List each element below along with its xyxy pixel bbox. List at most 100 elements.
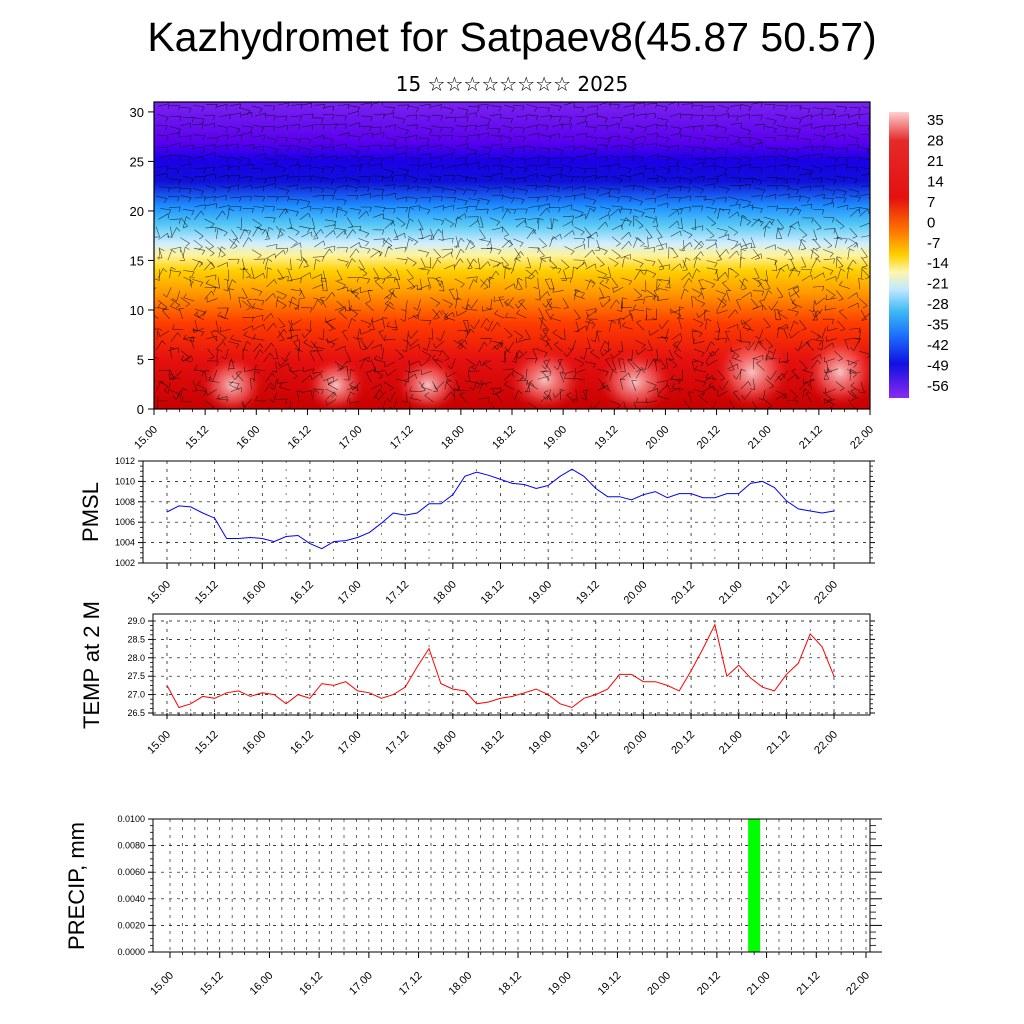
pmsl-x-tick-label: 22.00 bbox=[812, 579, 840, 607]
wind-barb-flag bbox=[383, 132, 385, 138]
wind-barb-flag bbox=[809, 378, 815, 381]
colorbar-label: 35 bbox=[927, 112, 944, 129]
wind-barb bbox=[707, 216, 716, 224]
wind-barb bbox=[242, 341, 248, 352]
wind-barb-flag bbox=[546, 227, 552, 230]
wind-barb bbox=[518, 351, 528, 359]
wind-barb-flag bbox=[400, 318, 406, 322]
wind-barb bbox=[590, 352, 600, 359]
wind-barb bbox=[358, 276, 370, 280]
wind-barb bbox=[467, 321, 470, 333]
wind-barb bbox=[809, 379, 812, 391]
wind-barb-flag bbox=[685, 257, 691, 261]
wind-barb-flag bbox=[535, 298, 541, 301]
wind-barb-flag bbox=[264, 178, 267, 184]
wind-barb bbox=[313, 154, 325, 159]
wind-barb bbox=[154, 356, 159, 360]
wind-barb bbox=[513, 390, 519, 401]
wind-barb-flag bbox=[802, 368, 808, 371]
wind-barb bbox=[441, 248, 453, 251]
wind-barb bbox=[777, 309, 782, 320]
wind-barb-flag bbox=[293, 242, 298, 246]
wind-barb bbox=[372, 248, 383, 253]
wind-barb bbox=[372, 318, 384, 323]
wind-barb bbox=[501, 117, 513, 119]
wind-barb bbox=[518, 299, 526, 309]
wind-barb bbox=[599, 206, 611, 210]
wind-barb bbox=[657, 298, 669, 301]
wind-barb-flag bbox=[867, 208, 870, 214]
wind-barb bbox=[811, 113, 823, 117]
wind-barb-flag bbox=[357, 107, 360, 112]
wind-barb bbox=[205, 227, 217, 229]
wind-barb bbox=[203, 261, 212, 271]
wind-barb-flag bbox=[451, 252, 453, 258]
wind-barb bbox=[705, 114, 717, 116]
wind-barb bbox=[763, 216, 775, 221]
wind-barb bbox=[540, 394, 550, 403]
wind-barb-flag bbox=[573, 266, 579, 270]
wind-barb bbox=[586, 112, 598, 116]
wind-barb-flag bbox=[552, 236, 558, 240]
wind-barb-flag bbox=[797, 179, 800, 185]
wind-barb-flag bbox=[700, 362, 704, 367]
wind-barb-flag bbox=[510, 198, 515, 204]
wind-barb bbox=[300, 102, 312, 106]
wind-barb-flag bbox=[357, 158, 361, 163]
wind-barb-flag bbox=[191, 355, 193, 361]
wind-barb-flag bbox=[714, 137, 718, 142]
wind-barb bbox=[516, 188, 528, 191]
wind-barb bbox=[717, 321, 721, 333]
wind-barb bbox=[599, 287, 605, 298]
wind-barb bbox=[654, 360, 658, 372]
wind-barb-flag bbox=[834, 114, 837, 120]
wind-barb-flag bbox=[545, 125, 549, 131]
wind-barb-flag bbox=[413, 307, 418, 311]
wind-barb bbox=[273, 391, 278, 403]
wind-barb bbox=[407, 314, 419, 320]
wind-barb-flag bbox=[205, 390, 208, 396]
wind-barb-flag bbox=[446, 379, 452, 383]
wind-barb-flag bbox=[305, 329, 311, 332]
wind-barb bbox=[835, 237, 839, 249]
wind-barb-flag bbox=[252, 144, 255, 150]
wind-barb-flag bbox=[243, 366, 245, 372]
wind-barb bbox=[799, 381, 808, 390]
wind-barb-flag bbox=[373, 366, 376, 372]
wind-barb-flag bbox=[832, 190, 836, 196]
wind-barb-flag bbox=[434, 358, 440, 361]
wind-barb bbox=[478, 165, 489, 169]
wind-barb-flag bbox=[546, 196, 549, 202]
wind-barb-flag bbox=[704, 309, 710, 312]
wind-barb bbox=[563, 269, 567, 281]
wind-barb bbox=[169, 218, 181, 220]
wind-barb bbox=[170, 226, 173, 238]
wind-barb-flag bbox=[679, 263, 682, 269]
wind-barb-flag bbox=[464, 213, 467, 219]
wind-barb-flag bbox=[161, 340, 166, 345]
wind-barb-flag bbox=[773, 128, 777, 134]
wind-barb-flag bbox=[332, 105, 335, 111]
wind-barb-flag bbox=[533, 229, 537, 235]
temp-2m-x-tick-label: 16.12 bbox=[288, 729, 316, 757]
wind-barb-flag bbox=[505, 267, 510, 270]
wind-barb bbox=[610, 400, 621, 406]
wind-barb-flag bbox=[541, 258, 547, 262]
wind-barb-flag bbox=[861, 319, 867, 321]
wind-barb bbox=[799, 360, 808, 369]
temp-2m-x-tick-label: 15.00 bbox=[145, 729, 173, 757]
heat-x-tick-label: 22.00 bbox=[848, 424, 876, 452]
wind-barb bbox=[839, 311, 848, 320]
wind-barb-flag bbox=[511, 148, 515, 154]
wind-barb bbox=[596, 175, 608, 178]
wind-barb bbox=[814, 134, 826, 138]
wind-barb bbox=[598, 378, 606, 388]
pmsl-x-tick-label: 18.12 bbox=[479, 579, 507, 607]
wind-barb bbox=[718, 328, 720, 340]
wind-barb-flag bbox=[477, 383, 481, 389]
wind-barb-flag bbox=[804, 388, 809, 392]
wind-barb bbox=[230, 112, 241, 116]
wind-barb bbox=[576, 262, 586, 270]
wind-barb bbox=[764, 244, 776, 249]
wind-barb bbox=[850, 390, 859, 400]
